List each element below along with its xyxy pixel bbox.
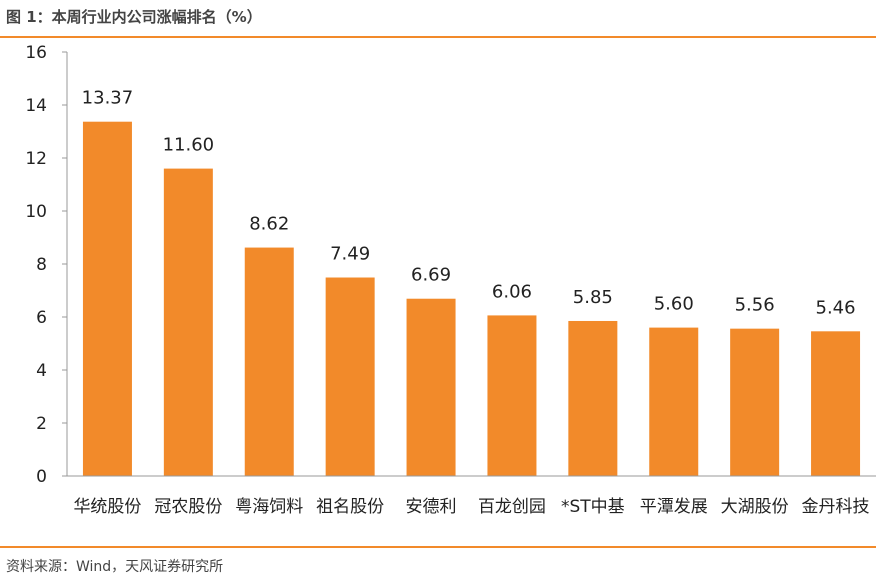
x-tick-label: 华统股份 bbox=[73, 497, 141, 517]
bar bbox=[325, 277, 375, 476]
bar-value-label: 11.60 bbox=[163, 135, 215, 156]
bar-value-label: 5.85 bbox=[573, 287, 613, 308]
bar-value-label: 8.62 bbox=[249, 214, 289, 235]
y-tick-label: 8 bbox=[36, 255, 47, 275]
y-tick-label: 4 bbox=[36, 361, 47, 381]
x-axis: 华统股份 冠农股份 粤海饲料 祖名股份 安德利 百龙创园 *ST中基 平潭发展 大湖股份 金丹科技 bbox=[67, 475, 876, 517]
bar-value-label: 13.37 bbox=[82, 88, 134, 109]
y-tick-label: 14 bbox=[25, 96, 47, 116]
bar-value-label: 7.49 bbox=[330, 244, 370, 265]
bar-value-label: 5.60 bbox=[654, 294, 694, 315]
x-tick-label: 安德利 bbox=[406, 497, 457, 517]
top-rule bbox=[0, 36, 876, 38]
x-tick-label: 平潭发展 bbox=[640, 497, 708, 517]
x-tick-label: 金丹科技 bbox=[802, 497, 870, 517]
y-tick-label: 0 bbox=[36, 467, 47, 487]
bar-value-label: 6.06 bbox=[492, 281, 532, 302]
bar bbox=[82, 121, 132, 476]
y-tick-label: 12 bbox=[25, 149, 47, 169]
x-tick-label: *ST中基 bbox=[561, 497, 625, 517]
figure-title: 图 1：本周行业内公司涨幅排名（%） bbox=[6, 8, 262, 26]
y-axis: 0 2 4 6 8 10 12 14 16 bbox=[25, 43, 68, 487]
x-tick-label: 冠农股份 bbox=[154, 497, 222, 517]
bar bbox=[568, 320, 618, 476]
bar-value-label: 5.56 bbox=[735, 295, 775, 316]
x-tick-label: 百龙创园 bbox=[478, 497, 546, 517]
bar bbox=[406, 298, 456, 476]
bar-value-label: 5.46 bbox=[816, 297, 856, 318]
bar bbox=[487, 315, 537, 476]
x-tick-label: 祖名股份 bbox=[316, 497, 384, 517]
bottom-rule bbox=[0, 546, 876, 548]
bar-value-label: 6.69 bbox=[411, 265, 451, 286]
bar-series bbox=[82, 121, 861, 476]
x-tick-label: 大湖股份 bbox=[721, 497, 789, 517]
y-tick-label: 10 bbox=[25, 202, 47, 222]
bar bbox=[730, 328, 780, 476]
bar bbox=[244, 247, 294, 476]
source-note: 资料来源：Wind，天风证券研究所 bbox=[6, 559, 224, 575]
bar bbox=[811, 331, 861, 476]
y-tick-label: 16 bbox=[25, 43, 47, 63]
y-tick-label: 2 bbox=[36, 414, 47, 434]
value-labels: 13.37 11.60 8.62 7.49 6.69 6.06 5.85 5.60 5.56 5.… bbox=[82, 88, 856, 319]
bar-chart: 0 2 4 6 8 10 12 14 16 13.37 11.60 8.62 7.49 6.69 6.06… bbox=[25, 43, 876, 517]
bar bbox=[649, 327, 699, 476]
x-tick-label: 粤海饲料 bbox=[235, 497, 303, 517]
bar bbox=[163, 168, 213, 476]
y-tick-label: 6 bbox=[36, 308, 47, 328]
